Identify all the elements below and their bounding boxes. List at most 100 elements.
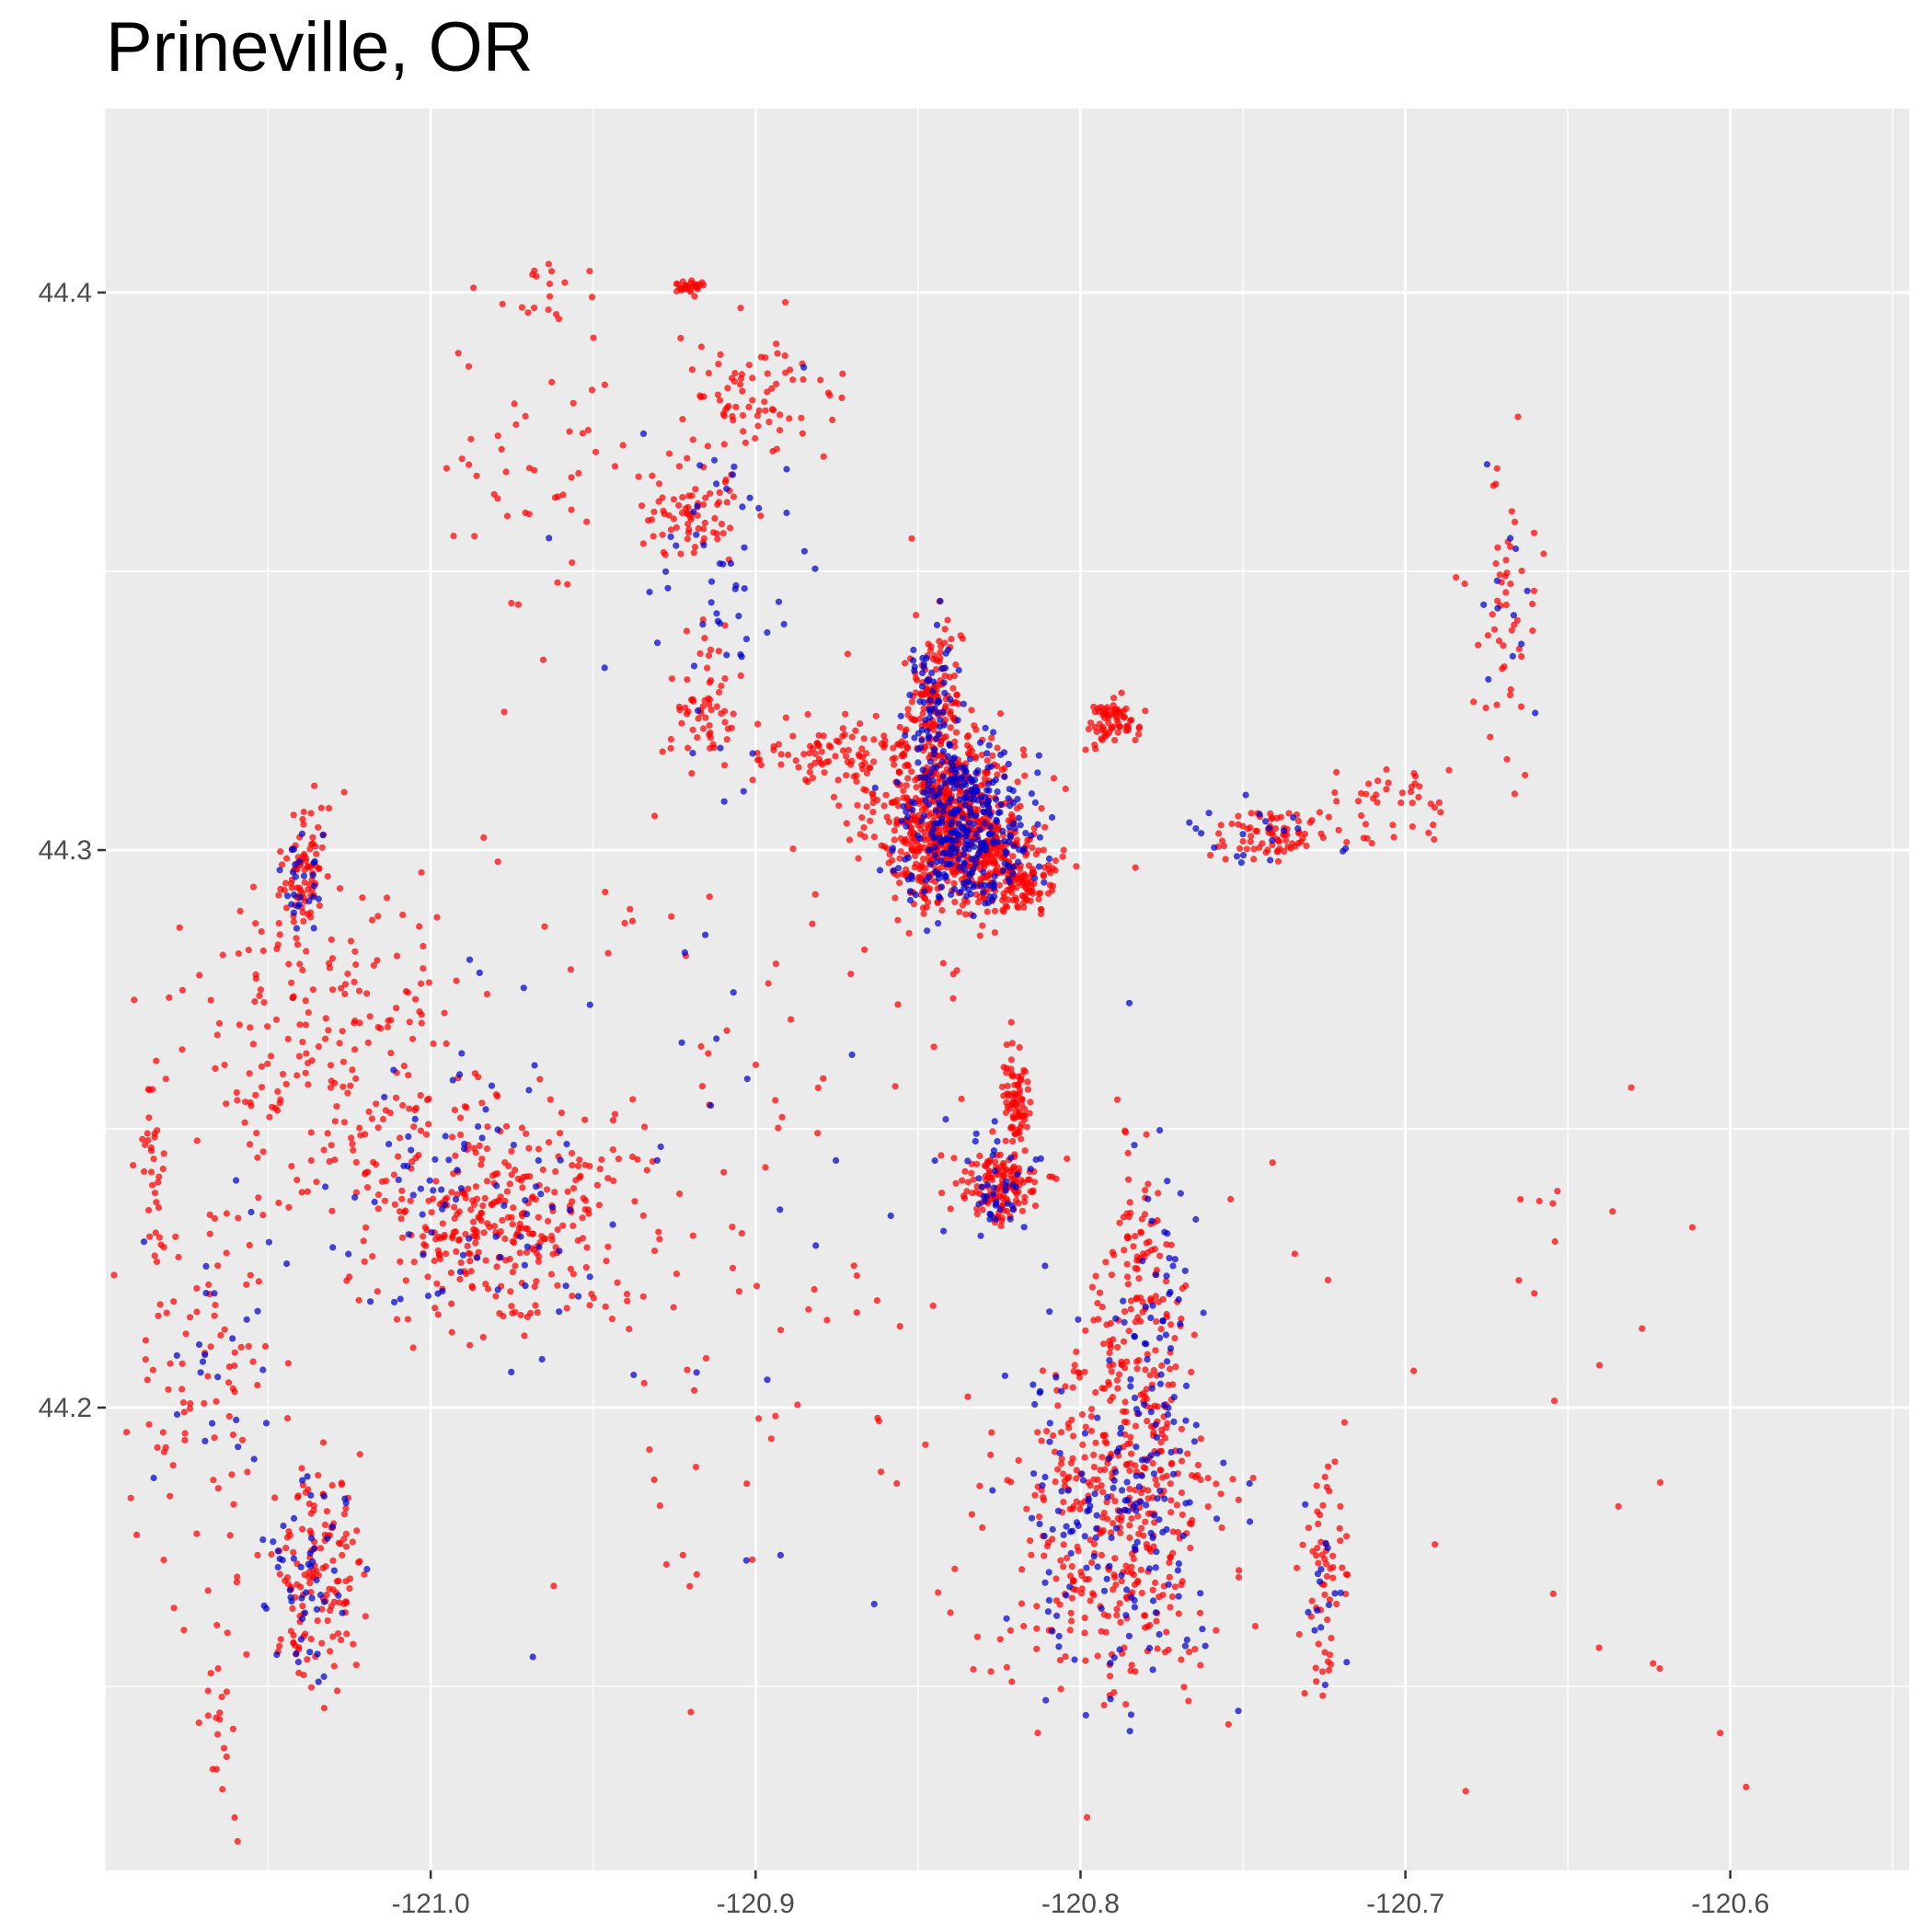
data-point [217, 1331, 224, 1339]
data-point [523, 1248, 531, 1256]
data-point [741, 585, 748, 592]
data-point [1066, 1627, 1074, 1634]
data-point [510, 1204, 517, 1212]
data-point [962, 768, 970, 776]
data-point [1090, 1553, 1098, 1560]
data-point [1159, 1295, 1167, 1303]
data-point [1175, 1295, 1182, 1304]
data-point [1071, 1656, 1078, 1663]
data-point [1267, 857, 1274, 864]
data-point [363, 1184, 372, 1191]
data-point [655, 498, 662, 505]
data-point [1107, 1696, 1114, 1703]
data-point [975, 1201, 983, 1208]
data-point [826, 392, 834, 399]
data-point [1415, 793, 1422, 801]
data-point [361, 1570, 368, 1578]
data-point [1313, 1678, 1320, 1685]
data-point [1515, 645, 1523, 653]
data-point [1324, 1276, 1332, 1283]
data-point [1007, 1154, 1015, 1161]
data-point [518, 1124, 526, 1132]
data-point [307, 909, 315, 916]
data-point [377, 1025, 385, 1032]
data-point [937, 857, 945, 865]
data-point [1165, 1646, 1172, 1653]
data-point [1308, 817, 1316, 824]
data-point [1127, 1305, 1134, 1313]
data-point [213, 1397, 220, 1405]
data-point [1074, 1543, 1081, 1550]
data-point [956, 796, 963, 804]
data-point [1114, 729, 1121, 736]
data-point [1299, 1541, 1306, 1548]
data-point [1169, 1470, 1178, 1478]
data-point [1087, 1597, 1094, 1604]
data-point [493, 1198, 500, 1205]
data-point [1314, 1570, 1322, 1578]
data-point [284, 1035, 292, 1042]
data-point [1034, 1429, 1041, 1436]
data-point [304, 1188, 311, 1195]
data-point [1112, 1581, 1120, 1589]
data-point [937, 716, 944, 723]
data-point [466, 1258, 474, 1265]
data-point [1390, 834, 1397, 841]
data-point [906, 888, 914, 895]
data-point [482, 1106, 489, 1113]
data-point [1329, 1574, 1337, 1581]
data-point [1343, 1533, 1351, 1540]
data-point [902, 660, 909, 667]
data-point [345, 1250, 352, 1258]
data-point [309, 893, 316, 901]
data-point [352, 1662, 360, 1669]
data-point [387, 1017, 395, 1024]
data-point [175, 1253, 182, 1261]
data-point [1006, 1627, 1014, 1634]
data-point [940, 1227, 948, 1235]
data-point [260, 999, 268, 1006]
data-point [236, 907, 244, 915]
data-point [1062, 1653, 1069, 1661]
data-point [947, 795, 955, 802]
data-point [1052, 1374, 1060, 1381]
data-point [253, 1130, 260, 1137]
data-point [454, 1167, 461, 1174]
data-point [1128, 1563, 1135, 1570]
data-point [783, 509, 790, 517]
data-point [1014, 1170, 1021, 1178]
data-point [694, 734, 701, 742]
data-point [1052, 1575, 1060, 1582]
data-point [293, 1650, 300, 1658]
data-point [302, 1630, 309, 1638]
data-point [929, 1302, 937, 1309]
data-point [1015, 1129, 1022, 1136]
data-point [1280, 827, 1288, 834]
data-point [330, 1567, 338, 1574]
data-point [369, 1253, 376, 1260]
data-point [1137, 1294, 1144, 1302]
data-point [1688, 1224, 1696, 1231]
data-point [799, 375, 807, 384]
data-point [447, 1269, 454, 1276]
data-point [438, 1186, 445, 1193]
data-point [243, 1281, 250, 1288]
data-point [1650, 1660, 1657, 1667]
data-point [293, 884, 301, 891]
data-point [1124, 1440, 1132, 1448]
data-point [1153, 1481, 1160, 1489]
data-point [1021, 772, 1029, 779]
data-point [1027, 1537, 1034, 1545]
data-point [1154, 1645, 1161, 1652]
data-point [239, 1436, 247, 1443]
data-point [767, 1435, 775, 1443]
data-point [639, 1212, 647, 1219]
data-point [1081, 1368, 1088, 1375]
data-point [1100, 1587, 1109, 1594]
data-point [1111, 1574, 1119, 1581]
data-point [307, 1491, 315, 1499]
data-point [1046, 1438, 1053, 1445]
data-point [250, 1455, 258, 1463]
data-point [1291, 1250, 1298, 1258]
data-point [258, 1063, 266, 1070]
